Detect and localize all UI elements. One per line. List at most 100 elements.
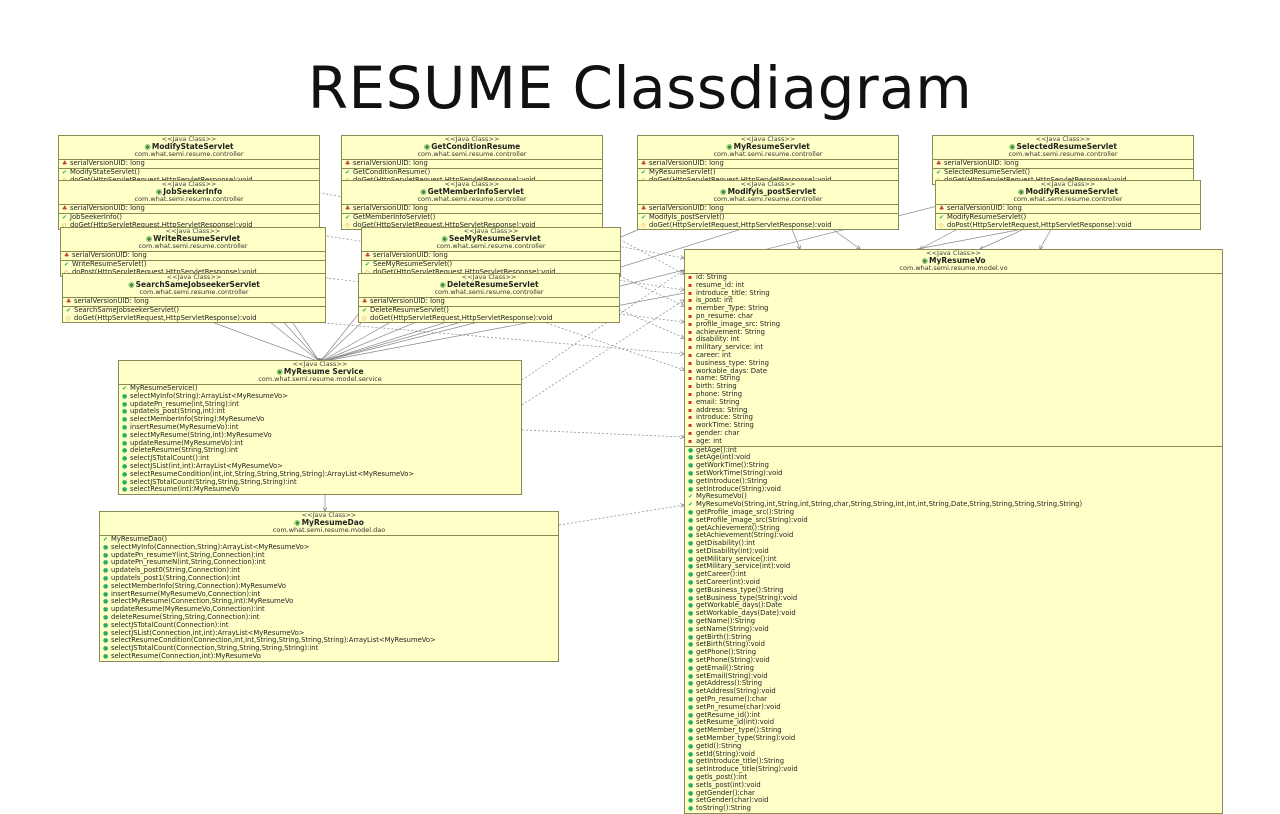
class-search-same-jobseeker-servlet[interactable]: <<Java Class>> ◉SearchSameJobseekerServle…	[62, 273, 326, 324]
method-row: ✔ GetConditionResume()	[342, 168, 602, 177]
methods-section: ✔ Modifyls_postServlet() ◇ doGet(HttpServle…	[638, 212, 898, 230]
protected-method-icon: ◇	[641, 221, 646, 229]
public-method-icon: ●	[122, 408, 128, 416]
method-text: setWorkable_days(Date):void	[696, 609, 796, 618]
class-icon: ◉	[1017, 187, 1025, 196]
public-method-icon: ●	[688, 462, 694, 470]
public-method-icon: ●	[688, 649, 694, 657]
method-row: ✔ ModifyStateServlet()	[59, 168, 319, 177]
methods-section: ✔WriteResumeServlet()◇doPost(HttpServlet…	[61, 260, 325, 277]
class-get-member-info-servlet[interactable]: <<Java Class>> ◉GetMemberInfoServlet com.w…	[341, 180, 603, 231]
class-modify-is-post-servlet[interactable]: <<Java Class>> ◉Modifyls_postServlet com.w…	[637, 180, 899, 231]
public-method-icon: ●	[103, 567, 109, 575]
private-field-icon: ♣	[62, 205, 68, 212]
method-text: getGender():char	[696, 788, 755, 797]
method-row: ● toString():String	[685, 804, 1222, 813]
class-icon: ◉	[423, 142, 431, 151]
methods-section: ● getAge():int ● setAge(int):void ● getWorkTi…	[685, 446, 1222, 813]
class-header: <<Java Class>> ◉MyResumeDao com.what.semi.…	[100, 512, 558, 536]
class-modify-resume-servlet[interactable]: <<Java Class>> ◉ModifyResumeServlet com.wh…	[935, 180, 1201, 231]
class-icon: ◉	[1008, 142, 1016, 151]
class-package: com.what.semi.resume.controller	[139, 288, 249, 296]
class-my-resume-dao[interactable]: <<Java Class>> ◉MyResumeDao com.what.semi.…	[99, 511, 559, 662]
class-icon: ◉	[420, 187, 427, 196]
public-method-icon: ●	[688, 610, 694, 618]
public-method-icon: ●	[688, 579, 694, 587]
method-text: selectJSTotalCount(Connection):int	[111, 620, 229, 629]
private-field-icon: ▪	[688, 429, 693, 437]
method-row: ● getBusiness_type():String	[685, 586, 1222, 595]
method-text: setProfile_image_src(String):void	[696, 515, 808, 524]
method-row: ● selectResumeCondition(Connection,int,in…	[100, 636, 558, 645]
class-delete-resume-servlet[interactable]: <<Java Class>> ◉DeleteResumeServlet com.wh…	[358, 273, 620, 324]
constructor-icon: ✔	[365, 260, 371, 268]
field-text: phone: String	[696, 389, 743, 398]
fields-section: ♣ serialVersionUID: long	[342, 159, 602, 169]
method-row: ● selectJSTotalCount(Connection,String,St…	[100, 644, 558, 653]
public-method-icon: ●	[103, 559, 109, 567]
method-row: ● setPn_resume(char):void	[685, 703, 1222, 712]
method-text: setMilitary_service(int):void	[696, 562, 791, 571]
class-modify-state-servlet[interactable]: <<Java Class>> ◉ModifyStateServlet com.wha…	[58, 135, 320, 186]
method-row: ● updatePn_resumeY(int,String,Connection)…	[100, 551, 558, 560]
class-name-row: ◉JobSeekerInfo	[59, 188, 319, 196]
method-row: ● insertResume(MyResumeVo):int	[119, 423, 521, 432]
field-text: gender: char	[696, 428, 740, 437]
class-package: com.what.semi.resume.controller	[1013, 195, 1123, 203]
class-name-row: ◉Modifyls_postServlet	[638, 188, 898, 196]
class-header: <<Java Class>> ◉JobSeekerInfo com.what.sem…	[59, 181, 319, 205]
method-text: selectMemberInfo(String,Connection):MyRe…	[111, 581, 286, 590]
method-text: doPost(HttpServletRequest,HttpServletRes…	[72, 267, 257, 276]
class-my-resume-vo[interactable]: <<Java Class>> ◉MyResumeVo com.what.semi.r…	[684, 249, 1223, 814]
public-method-icon: ●	[688, 633, 694, 641]
method-text: getProfile_image_src():String	[696, 507, 795, 516]
field-text: serialVersionUID: long	[70, 204, 145, 212]
class-my-resume-servlet[interactable]: <<Java Class>> ◉MyResumeServlet com.what.s…	[637, 135, 899, 186]
field-text: serialVersionUID: long	[649, 204, 724, 212]
field-row: ▪ age: int	[685, 437, 1222, 446]
field-row: ♣ serialVersionUID: long	[936, 204, 1200, 213]
class-job-seeker-info[interactable]: <<Java Class>> ◉JobSeekerInfo com.what.sem…	[58, 180, 320, 231]
class-icon: ◉	[720, 187, 727, 196]
method-text: getIntroduce_title():String	[696, 757, 785, 766]
constructor-icon: ✔	[66, 306, 72, 314]
private-field-icon: ♣	[362, 298, 368, 305]
method-text: MyResumeVo()	[696, 492, 747, 501]
method-text: doGet(HttpServletRequest,HttpServletResp…	[649, 176, 832, 184]
public-method-icon: ●	[688, 727, 694, 735]
public-method-icon: ●	[122, 455, 128, 463]
field-row: ▪ resume_id: int	[685, 281, 1222, 290]
public-method-icon: ●	[103, 606, 109, 614]
public-method-icon: ●	[688, 516, 694, 524]
method-text: ModifyResumeServlet()	[947, 212, 1027, 221]
method-text: doGet(HttpServletRequest,HttpServletResp…	[70, 176, 253, 184]
class-see-my-resume-servlet[interactable]: <<Java Class>> ◉SeeMyResumeServlet com.wha…	[361, 227, 621, 278]
class-stereotype: <<Java Class>>	[463, 227, 519, 235]
class-get-condition-resume[interactable]: <<Java Class>> ◉GetConditionResume com.wha…	[341, 135, 603, 186]
class-package: com.what.semi.resume.controller	[417, 195, 527, 203]
public-method-icon: ●	[688, 555, 694, 563]
class-my-resume-service[interactable]: <<Java Class>> ◉MyResume Service com.what.…	[118, 360, 522, 496]
class-icon: ◉	[276, 367, 283, 376]
method-row: ✔ Modifyls_postServlet()	[638, 212, 898, 222]
public-method-icon: ●	[688, 625, 694, 633]
field-text: introduce_title: String	[696, 288, 770, 297]
method-row: ● setAchievement(String):void	[685, 531, 1222, 540]
public-method-icon: ●	[122, 478, 128, 486]
class-write-resume-servlet[interactable]: <<Java Class>> ◉WriteResumeServlet com.wha…	[60, 227, 326, 278]
class-stereotype: <<Java Class>>	[461, 273, 517, 281]
class-header: <<Java Class>> ◉DeleteResumeServlet com.wh…	[359, 274, 619, 298]
class-header: <<Java Class>> ◉ModifyResumeServlet com.wh…	[936, 181, 1200, 205]
field-text: serialVersionUID: long	[944, 159, 1019, 167]
constructor-icon: ✔	[62, 168, 68, 176]
method-text: Modifyls_postServlet()	[649, 212, 725, 221]
class-name-row: ◉WriteResumeServlet	[61, 235, 325, 243]
method-row: ● setDisability(int):void	[685, 547, 1222, 556]
class-selected-resume-servlet[interactable]: <<Java Class>> ◉SelectedResumeServlet com.…	[932, 135, 1194, 186]
constructor-icon: ✔	[362, 306, 368, 314]
class-stereotype: <<Java Class>>	[161, 135, 217, 143]
class-name: JobSeekerInfo	[163, 187, 223, 196]
method-text: setEmail(String):void	[696, 671, 768, 680]
class-package: com.what.semi.resume.controller	[417, 150, 527, 158]
private-field-icon: ♣	[62, 160, 68, 167]
